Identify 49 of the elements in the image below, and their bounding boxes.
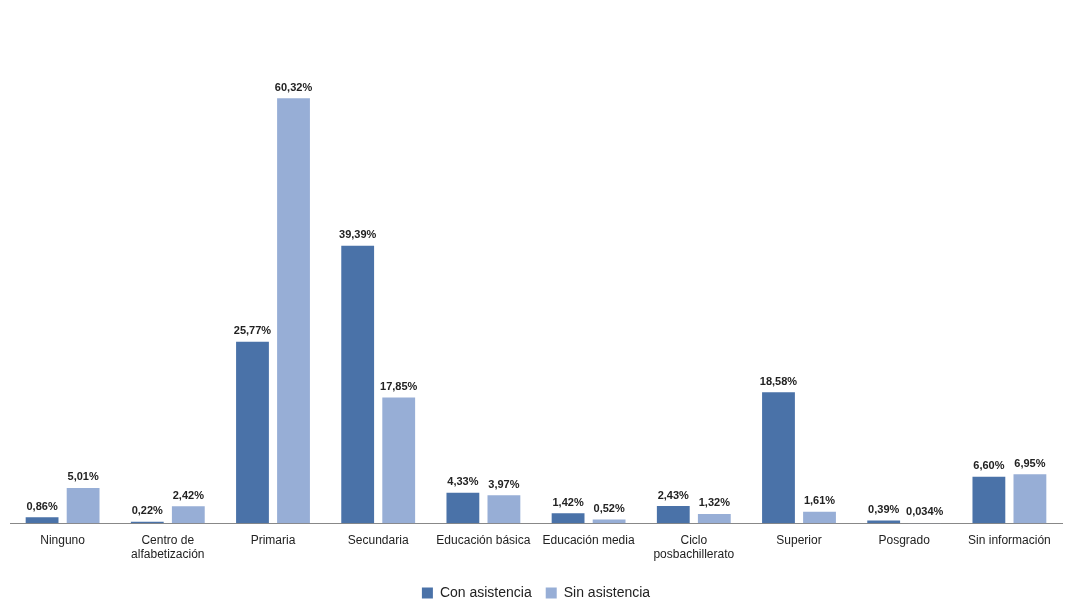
data-label: 1,42% bbox=[552, 495, 584, 508]
x-tick-label: Centro de alfabetización bbox=[131, 532, 205, 562]
data-label: 60,32% bbox=[274, 80, 313, 93]
data-label: 17,85% bbox=[380, 379, 418, 392]
legend-label: Con asistencia bbox=[439, 583, 532, 600]
bar bbox=[867, 520, 901, 524]
data-label: 0,86% bbox=[26, 499, 58, 512]
bar bbox=[972, 476, 1006, 524]
x-tick-label: Ciclo posbachillerato bbox=[653, 532, 735, 562]
bar bbox=[446, 492, 480, 524]
data-label: 18,58% bbox=[759, 374, 798, 387]
x-tick-label: Primaria bbox=[250, 532, 296, 547]
data-label: 2,42% bbox=[172, 488, 205, 501]
x-tick-label: Educación básica bbox=[436, 532, 531, 547]
data-label: 1,61% bbox=[803, 494, 836, 507]
x-tick-label: Superior bbox=[776, 532, 822, 547]
bar bbox=[277, 98, 310, 524]
legend-label: Sin asistencia bbox=[563, 583, 651, 600]
data-label: 3,97% bbox=[488, 477, 520, 490]
bar bbox=[25, 517, 59, 524]
bar bbox=[487, 495, 521, 524]
bar bbox=[697, 513, 731, 524]
data-label: 0,034% bbox=[906, 505, 944, 518]
data-label: 39,39% bbox=[339, 228, 377, 241]
data-label: 4,33% bbox=[447, 475, 479, 488]
bar bbox=[551, 513, 585, 524]
data-label: 0,52% bbox=[593, 502, 625, 515]
data-label: 6,95% bbox=[1014, 456, 1046, 469]
bar bbox=[656, 506, 690, 524]
x-tick-label: Ninguno bbox=[40, 532, 86, 547]
bar bbox=[236, 341, 269, 524]
bar bbox=[762, 392, 795, 524]
bar bbox=[66, 487, 100, 524]
bar bbox=[341, 245, 375, 524]
bar bbox=[171, 506, 205, 524]
data-label: 2,43% bbox=[657, 488, 690, 501]
x-tick-label: Posgrado bbox=[878, 532, 931, 547]
data-label: 5,01% bbox=[67, 470, 99, 483]
data-label: 0,22% bbox=[131, 504, 164, 517]
data-label: 0,39% bbox=[868, 502, 900, 515]
bar bbox=[803, 511, 836, 524]
x-tick-label: Educación media bbox=[542, 532, 635, 547]
x-tick-label: Sin información bbox=[968, 532, 1051, 547]
bar bbox=[1013, 474, 1047, 524]
x-tick-label: Secundaria bbox=[347, 532, 409, 547]
data-label: 6,60% bbox=[973, 459, 1005, 472]
data-label: 25,77% bbox=[233, 324, 272, 337]
data-label: 1,32% bbox=[698, 496, 731, 509]
bar bbox=[382, 397, 416, 524]
